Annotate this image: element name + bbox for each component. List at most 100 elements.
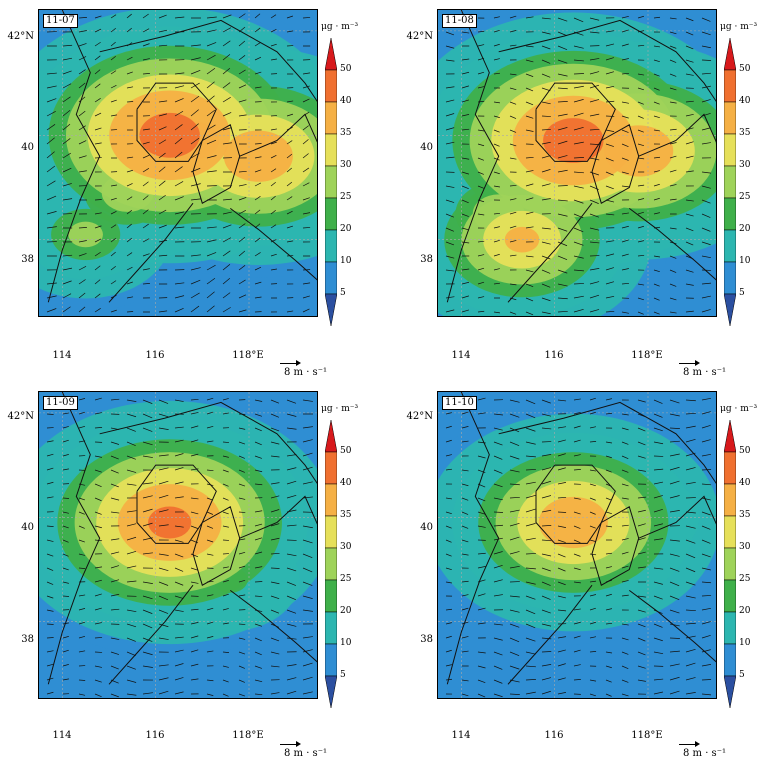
lon-tick-114: 114 bbox=[52, 730, 72, 741]
wind-vector bbox=[461, 268, 470, 271]
wind-vector bbox=[589, 594, 597, 597]
wind-vector bbox=[222, 441, 230, 443]
wind-vector bbox=[78, 398, 86, 401]
wind-vector bbox=[605, 185, 614, 190]
wind-vector bbox=[557, 609, 567, 612]
wind-vector bbox=[254, 182, 262, 187]
wind-vector bbox=[605, 85, 615, 89]
province-border bbox=[507, 202, 593, 303]
wind-vector bbox=[557, 636, 567, 639]
wind-vector bbox=[206, 155, 217, 159]
wind-vector bbox=[126, 399, 137, 402]
wind-vector bbox=[653, 508, 663, 513]
wind-vector bbox=[126, 609, 137, 613]
wind-vector bbox=[142, 537, 153, 541]
wind-vector bbox=[222, 593, 229, 597]
wind-vector bbox=[174, 426, 184, 429]
wind-vector bbox=[222, 224, 232, 229]
wind-vector bbox=[701, 31, 711, 36]
wind-vector bbox=[445, 525, 452, 529]
wind-vector bbox=[541, 413, 552, 417]
wind-vector bbox=[302, 182, 310, 187]
wind-vector bbox=[589, 185, 599, 190]
wind-vector bbox=[302, 125, 309, 131]
wind-vector bbox=[509, 184, 517, 187]
wind-vector bbox=[190, 497, 199, 500]
colorbar-label: 20 bbox=[739, 224, 751, 234]
wind-vector bbox=[509, 143, 517, 147]
wind-vector bbox=[142, 268, 150, 271]
wind-vector bbox=[94, 15, 102, 19]
date-label: 11-09 bbox=[43, 396, 78, 410]
wind-vector bbox=[190, 109, 199, 117]
wind-vector bbox=[254, 71, 262, 75]
wind-vector bbox=[94, 497, 102, 502]
wind-vector bbox=[174, 649, 184, 653]
wind-vector bbox=[206, 264, 216, 271]
wind-vector bbox=[461, 607, 469, 611]
wind-vector bbox=[62, 70, 72, 75]
wind-vector bbox=[238, 665, 245, 669]
wind-vector bbox=[477, 679, 486, 684]
wind-vector bbox=[238, 250, 246, 257]
wind-vector bbox=[110, 99, 117, 103]
wind-vector bbox=[46, 211, 57, 215]
wind-vector bbox=[445, 127, 455, 131]
wind-vector bbox=[222, 469, 229, 473]
wind-vector bbox=[509, 565, 520, 569]
wind-vector bbox=[653, 16, 661, 19]
wind-vector bbox=[222, 97, 231, 103]
wind-vector bbox=[605, 281, 615, 285]
wind-vector bbox=[94, 41, 101, 47]
wind-vector bbox=[701, 595, 712, 597]
wind-vector bbox=[589, 143, 600, 145]
wind-vector bbox=[222, 292, 231, 299]
wind-vector bbox=[685, 127, 694, 131]
wind-vector bbox=[573, 255, 584, 259]
wind-vector bbox=[190, 539, 199, 544]
wind-vector bbox=[573, 425, 581, 429]
wind-vector bbox=[685, 17, 694, 22]
wind-vector bbox=[94, 693, 102, 697]
wind-vector bbox=[701, 567, 711, 571]
lat-tick-42: 42°N bbox=[7, 411, 34, 422]
wind-vector bbox=[685, 609, 696, 612]
wind-vector bbox=[669, 567, 680, 572]
wind-vector bbox=[190, 608, 199, 611]
wind-vector bbox=[190, 198, 201, 201]
wind-vector bbox=[637, 129, 644, 133]
wind-vector bbox=[174, 481, 184, 485]
wind-vector bbox=[589, 171, 600, 176]
wind-vector bbox=[461, 58, 470, 61]
wind-vector bbox=[254, 86, 262, 89]
wind-vector bbox=[445, 581, 453, 584]
colorbar-segment bbox=[324, 197, 338, 231]
wind-vector bbox=[477, 129, 485, 132]
wind-vector bbox=[206, 277, 216, 285]
wind-vector bbox=[605, 157, 614, 162]
wind-vector bbox=[589, 511, 596, 515]
wind-vector bbox=[653, 567, 664, 570]
wind-vector bbox=[557, 113, 568, 117]
wind-vector bbox=[222, 651, 230, 653]
wind-vector bbox=[445, 454, 452, 457]
colorbar-label: 40 bbox=[340, 478, 352, 488]
wind-vector bbox=[174, 467, 184, 471]
wind-vector bbox=[190, 69, 201, 75]
colorbar-svg bbox=[723, 37, 737, 327]
wind-vector bbox=[541, 399, 551, 404]
wind-vector bbox=[254, 399, 263, 402]
wind-vector bbox=[477, 622, 486, 625]
wind-vector bbox=[637, 609, 646, 613]
wind-vector bbox=[509, 211, 517, 215]
wind-vector bbox=[174, 295, 185, 299]
wind-vector bbox=[493, 623, 503, 626]
wind-vector bbox=[222, 608, 229, 611]
wind-vector bbox=[477, 171, 484, 175]
wind-vector bbox=[461, 525, 469, 529]
wind-vector bbox=[477, 497, 486, 502]
wind-vector bbox=[621, 538, 629, 541]
wind-vector bbox=[653, 311, 660, 315]
wind-vector bbox=[461, 679, 469, 682]
wind-vector bbox=[653, 413, 663, 418]
